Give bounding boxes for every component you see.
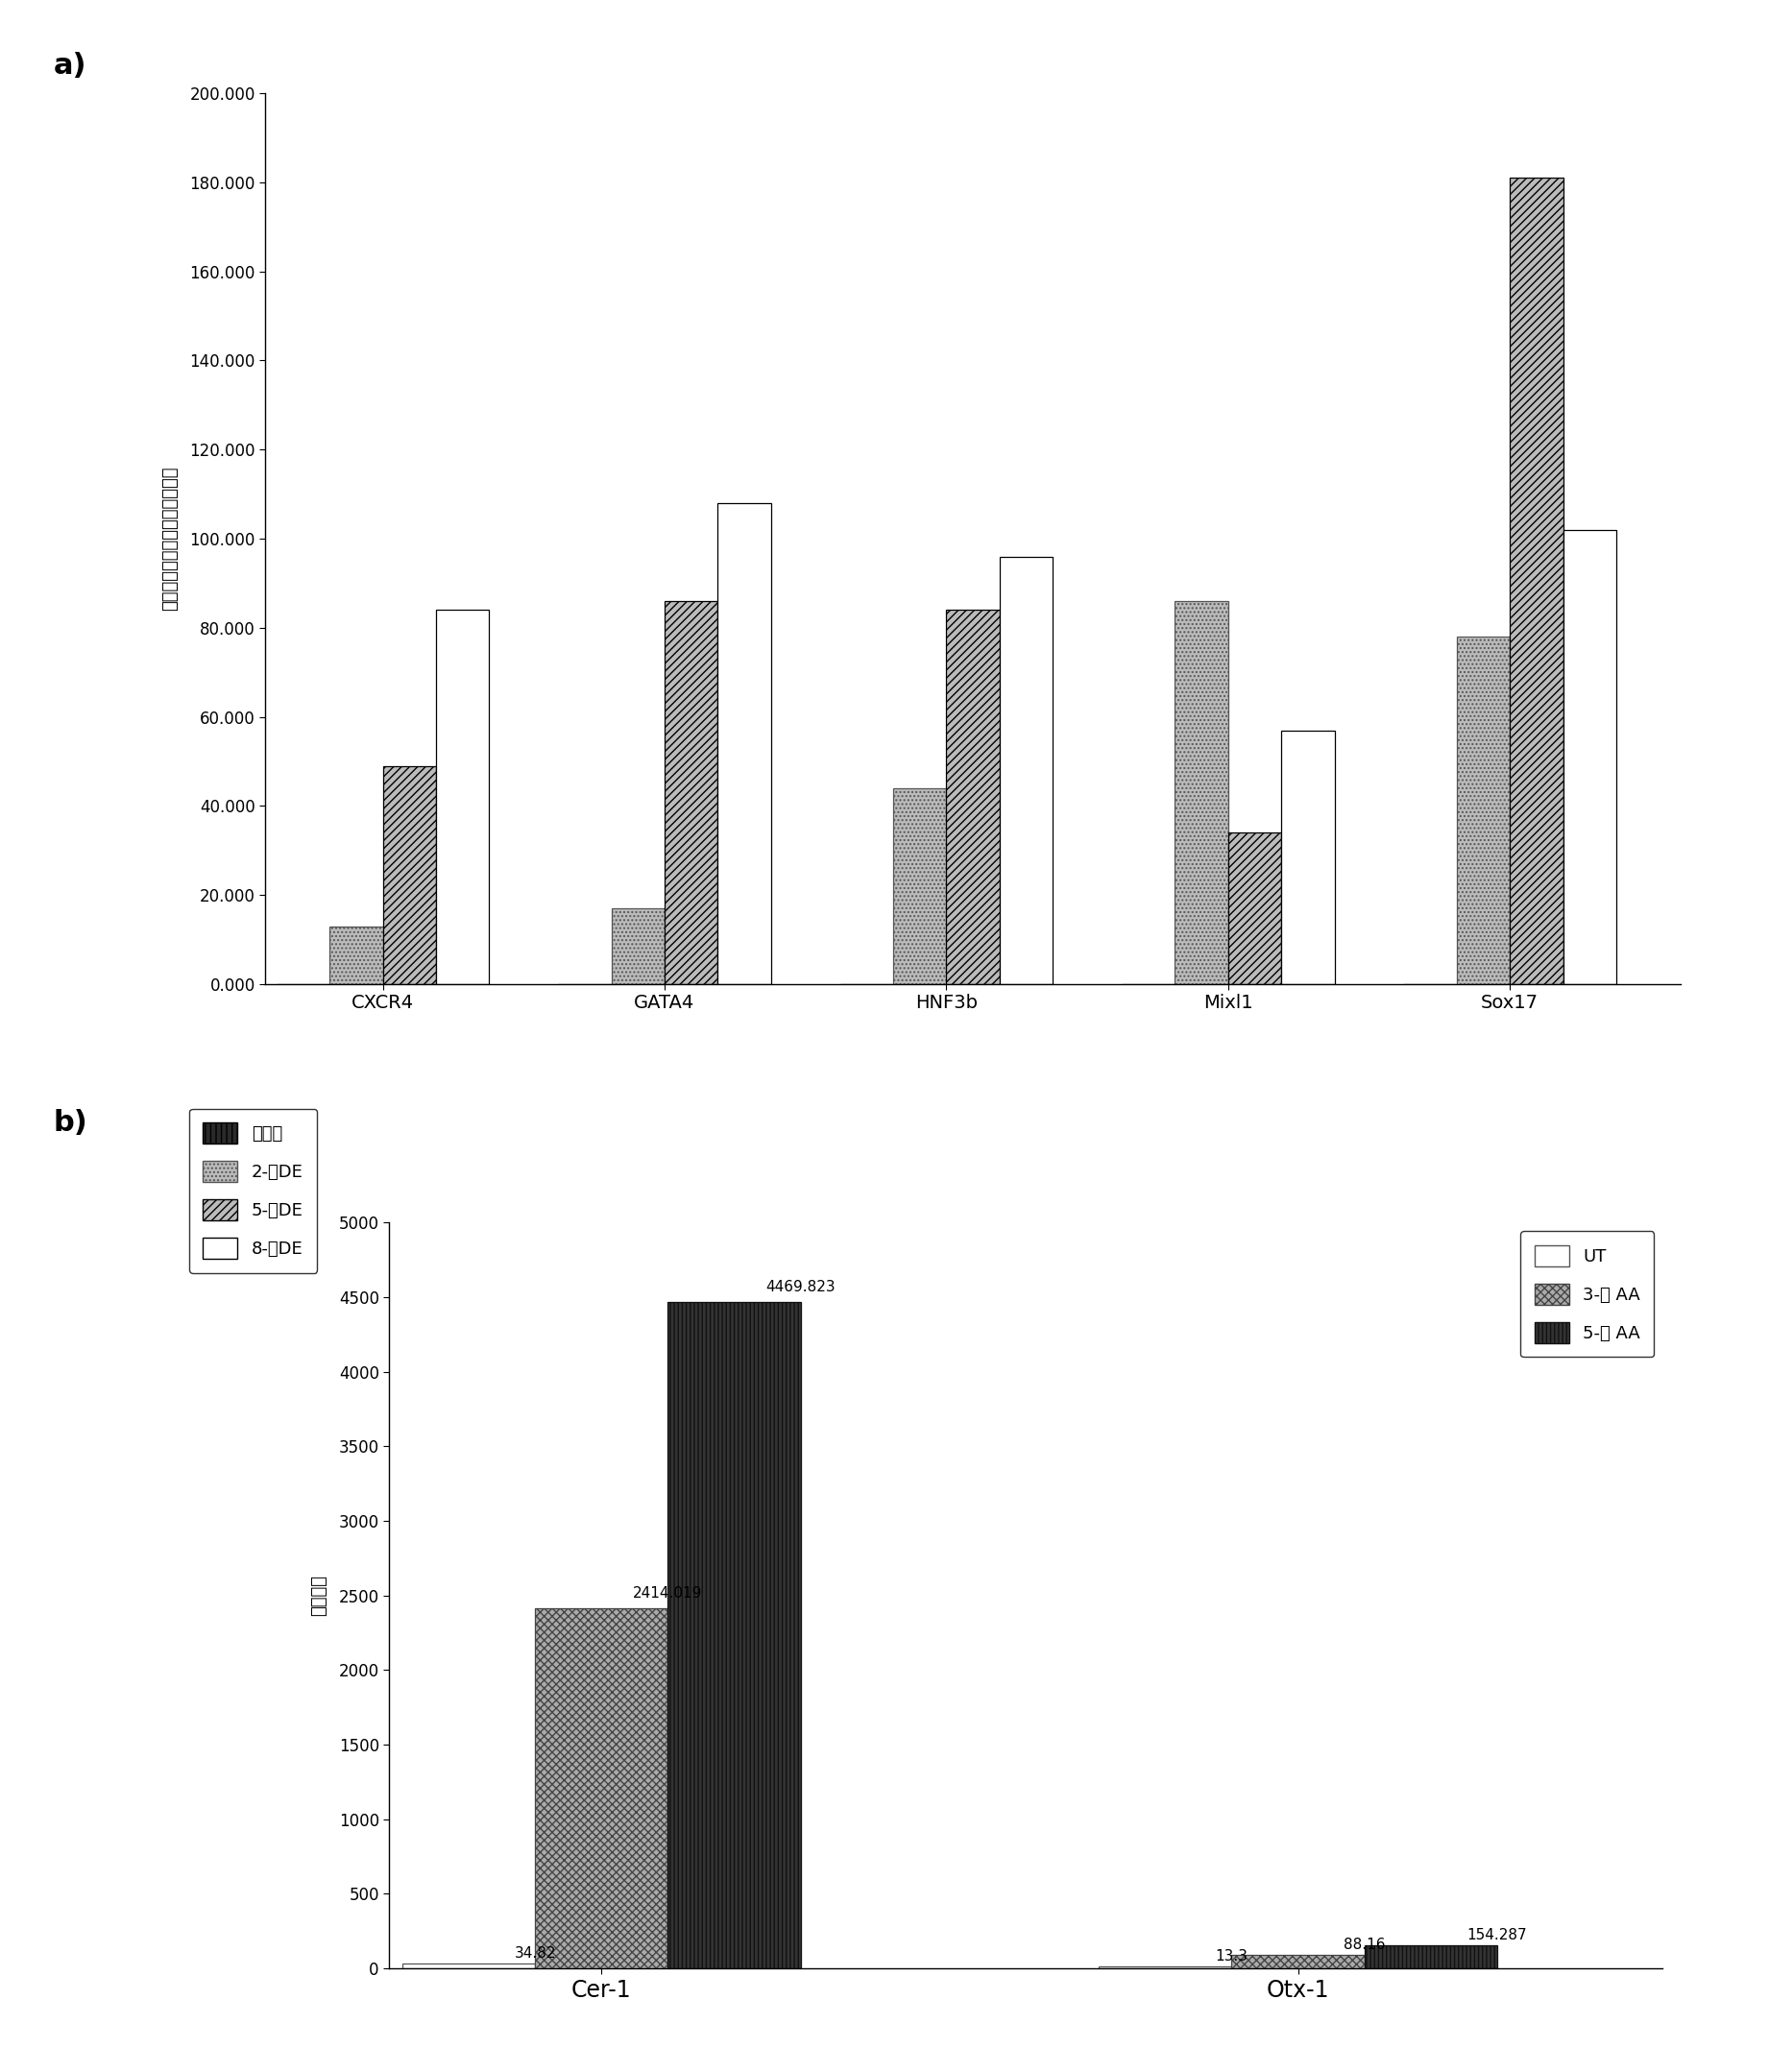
Bar (382, 767, 435, 984)
Legend: 未处理, 2-天DE, 5-天DE, 8-天DE: 未处理, 2-天DE, 5-天DE, 8-天DE (189, 1109, 317, 1272)
Text: 154.287: 154.287 (1467, 1929, 1527, 1941)
Bar (329, 926, 382, 984)
Bar (1175, 601, 1228, 984)
Bar (534, 1608, 667, 1968)
Bar (1228, 833, 1281, 984)
Legend: UT, 3-天 AA, 5-天 AA: UT, 3-天 AA, 5-天 AA (1521, 1231, 1654, 1357)
Text: a): a) (53, 52, 87, 79)
Text: 13.3: 13.3 (1215, 1950, 1247, 1964)
Bar (718, 503, 771, 984)
Bar (999, 557, 1053, 984)
Bar (1511, 178, 1564, 984)
Y-axis label: 增加倍数: 增加倍数 (311, 1575, 327, 1616)
Y-axis label: 相对于未处理的对照的增加倍数: 相对于未处理的对照的增加倍数 (161, 466, 179, 611)
Bar (1564, 530, 1617, 984)
Bar (667, 1301, 800, 1968)
Bar (435, 609, 490, 984)
Text: 2414.019: 2414.019 (633, 1587, 702, 1602)
Bar (612, 908, 665, 984)
Bar (403, 1962, 534, 1968)
Text: b): b) (53, 1109, 87, 1135)
Text: 34.82: 34.82 (515, 1946, 555, 1960)
Bar (946, 609, 999, 984)
Bar (1281, 729, 1334, 984)
Bar (893, 787, 946, 984)
Text: 4469.823: 4469.823 (766, 1280, 835, 1295)
Bar (665, 601, 718, 984)
Bar (1456, 636, 1511, 984)
Bar (1364, 1946, 1497, 1968)
Bar (1231, 1956, 1364, 1968)
Text: 88.16: 88.16 (1343, 1937, 1385, 1952)
